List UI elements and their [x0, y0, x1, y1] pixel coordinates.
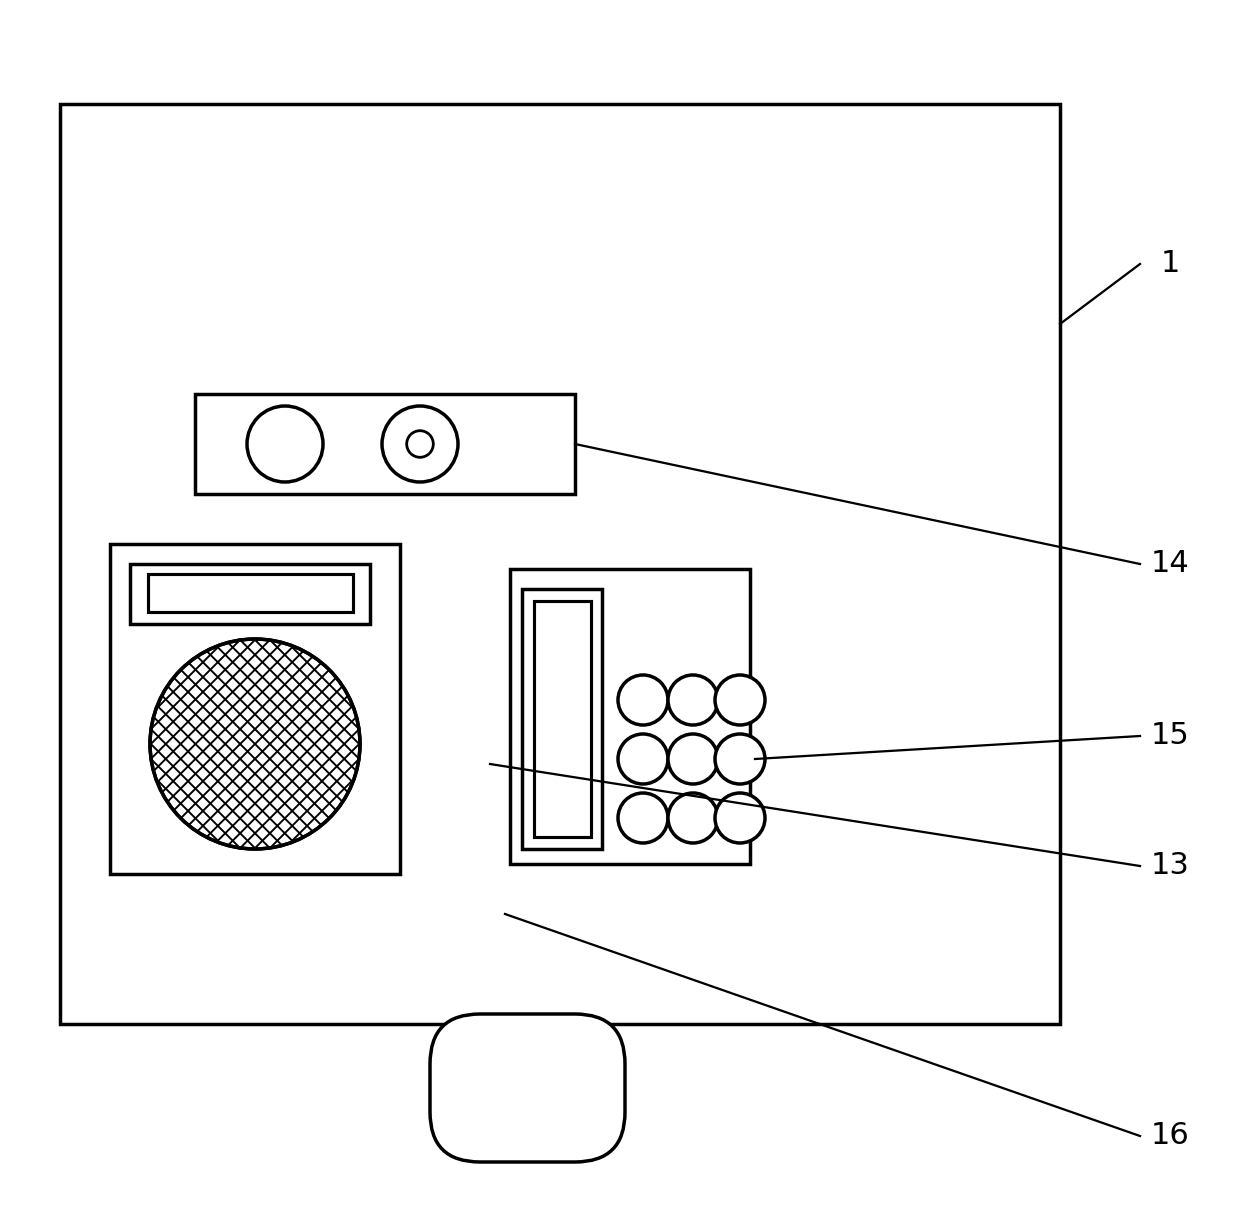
Circle shape	[382, 406, 458, 482]
Circle shape	[668, 793, 718, 843]
Circle shape	[618, 674, 668, 725]
Circle shape	[247, 406, 322, 482]
Text: 16: 16	[1151, 1121, 1189, 1151]
Circle shape	[715, 674, 765, 725]
Bar	[60, 104, 1060, 1024]
Circle shape	[618, 793, 668, 843]
Circle shape	[150, 639, 360, 849]
Bar	[522, 589, 601, 849]
FancyBboxPatch shape	[430, 1013, 625, 1162]
Bar	[148, 574, 353, 612]
Bar	[510, 569, 750, 864]
Text: 14: 14	[1151, 550, 1189, 579]
Bar	[195, 394, 575, 494]
Bar	[534, 601, 591, 837]
Circle shape	[668, 674, 718, 725]
Bar	[130, 564, 370, 624]
Circle shape	[715, 734, 765, 785]
Circle shape	[618, 734, 668, 785]
Text: 1: 1	[1161, 250, 1179, 279]
Circle shape	[668, 734, 718, 785]
Text: 15: 15	[1151, 721, 1189, 750]
Circle shape	[715, 793, 765, 843]
Circle shape	[407, 431, 433, 458]
Text: 13: 13	[1151, 852, 1189, 880]
Bar	[110, 543, 401, 874]
